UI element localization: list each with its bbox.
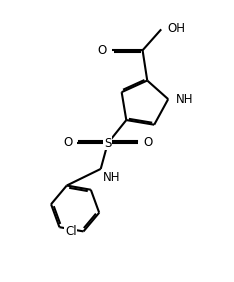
Text: S: S [104, 137, 111, 150]
Text: NH: NH [176, 92, 194, 106]
Text: Cl: Cl [65, 225, 77, 238]
Text: O: O [97, 44, 106, 57]
Text: O: O [143, 136, 152, 149]
Text: NH: NH [102, 171, 120, 184]
Text: O: O [63, 136, 72, 149]
Text: OH: OH [168, 22, 186, 35]
